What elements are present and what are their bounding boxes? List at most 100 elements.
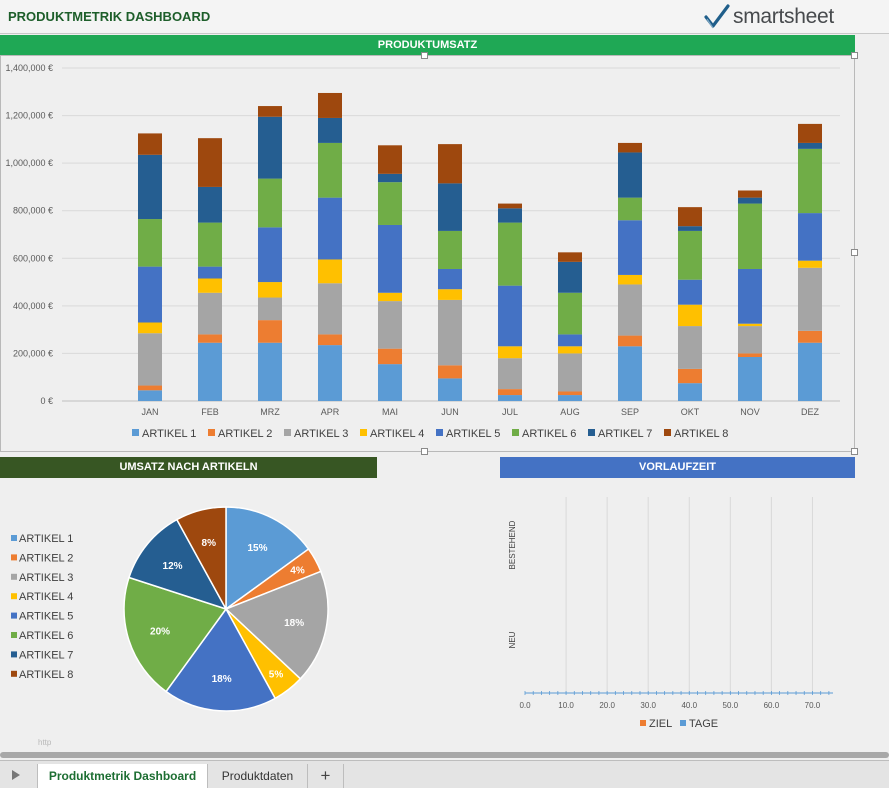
bar-segment[interactable]	[198, 342, 222, 401]
bar-segment[interactable]	[618, 220, 642, 275]
bar-segment[interactable]	[798, 342, 822, 401]
bar-segment[interactable]	[318, 92, 342, 118]
bar-segment[interactable]	[798, 148, 822, 214]
bar-segment[interactable]	[558, 261, 582, 293]
pie-slice[interactable]	[123, 576, 228, 693]
pie-slices[interactable]	[123, 506, 329, 712]
bar-segment[interactable]	[738, 268, 762, 324]
bar-segment[interactable]	[798, 142, 822, 149]
resize-handle-right[interactable]	[851, 249, 858, 256]
bar-segment[interactable]	[798, 330, 822, 343]
bar-segment[interactable]	[558, 334, 582, 347]
bar-segment[interactable]	[258, 342, 282, 401]
bar-segment[interactable]	[738, 203, 762, 269]
bar-segment[interactable]	[498, 208, 522, 223]
bar-segment[interactable]	[678, 279, 702, 305]
bar-segment[interactable]	[138, 333, 162, 386]
bar-segment[interactable]	[378, 182, 402, 225]
bar-segment[interactable]	[678, 383, 702, 401]
bar-segment[interactable]	[318, 117, 342, 143]
bar-segment[interactable]	[438, 268, 462, 290]
bar-segment[interactable]	[198, 334, 222, 343]
bar-segment[interactable]	[138, 154, 162, 220]
bar-segment[interactable]	[378, 364, 402, 401]
bar-segment[interactable]	[558, 346, 582, 354]
bar-segment[interactable]	[438, 183, 462, 231]
bar-segment[interactable]	[258, 106, 282, 117]
bar-segment[interactable]	[318, 142, 342, 198]
bar-segment[interactable]	[438, 378, 462, 401]
article-pie-chart[interactable]: ARTIKEL 1 ARTIKEL 2 ARTIKEL 3 ARTIKEL 4 ARTI…	[0, 490, 400, 750]
bar-segment[interactable]	[738, 356, 762, 401]
bar-series[interactable]	[138, 92, 822, 401]
bar-segment[interactable]	[618, 197, 642, 221]
bar-segment[interactable]	[558, 292, 582, 335]
resize-handle-top-right[interactable]	[851, 52, 858, 59]
bar-segment[interactable]	[498, 203, 522, 209]
bar-segment[interactable]	[738, 323, 762, 327]
bar-segment[interactable]	[738, 353, 762, 357]
bar-segment[interactable]	[498, 222, 522, 286]
bar-segment[interactable]	[318, 345, 342, 401]
bar-segment[interactable]	[498, 346, 522, 359]
bar-segment[interactable]	[318, 283, 342, 335]
resize-handle-bottom-right[interactable]	[851, 448, 858, 455]
bar-segment[interactable]	[618, 346, 642, 401]
bar-segment[interactable]	[258, 282, 282, 298]
bar-segment[interactable]	[558, 353, 582, 392]
bar-segment[interactable]	[258, 116, 282, 179]
bar-segment[interactable]	[258, 227, 282, 283]
bar-segment[interactable]	[138, 390, 162, 401]
bar-segment[interactable]	[678, 230, 702, 280]
bar-segment[interactable]	[258, 297, 282, 321]
pie-slice[interactable]	[128, 518, 228, 611]
bar-segment[interactable]	[138, 266, 162, 323]
bar-segment[interactable]	[618, 152, 642, 198]
bar-segment[interactable]	[138, 219, 162, 267]
bar-segment[interactable]	[378, 301, 402, 349]
bar-segment[interactable]	[198, 222, 222, 267]
resize-handle-bottom[interactable]	[421, 448, 428, 455]
pie-slice[interactable]	[164, 607, 277, 712]
bar-segment[interactable]	[438, 289, 462, 300]
bar-segment[interactable]	[438, 365, 462, 379]
tab-produktmetrik-dashboard[interactable]: Produktmetrik Dashboard	[37, 764, 208, 788]
revenue-bar-chart[interactable]: 0 € 200,000 € 400,000 € 600,000 € 800,000 € 1…	[0, 56, 855, 451]
bar-segment[interactable]	[498, 358, 522, 390]
bar-segment[interactable]	[738, 326, 762, 354]
bar-segment[interactable]	[678, 368, 702, 384]
bar-segment[interactable]	[438, 230, 462, 269]
bar-segment[interactable]	[798, 267, 822, 331]
bar-segment[interactable]	[798, 260, 822, 268]
bar-segment[interactable]	[378, 173, 402, 183]
bar-segment[interactable]	[318, 334, 342, 346]
bar-segment[interactable]	[198, 138, 222, 187]
bar-segment[interactable]	[558, 395, 582, 401]
bar-segment[interactable]	[138, 322, 162, 334]
bar-segment[interactable]	[678, 207, 702, 227]
bar-segment[interactable]	[558, 252, 582, 262]
bar-segment[interactable]	[798, 213, 822, 261]
bar-segment[interactable]	[138, 385, 162, 391]
bar-segment[interactable]	[198, 186, 222, 223]
bar-segment[interactable]	[498, 395, 522, 401]
bar-segment[interactable]	[198, 278, 222, 293]
bar-segment[interactable]	[378, 348, 402, 365]
bar-segment[interactable]	[618, 142, 642, 153]
bar-segment[interactable]	[198, 292, 222, 335]
bar-segment[interactable]	[738, 197, 762, 204]
add-sheet-button[interactable]: +	[308, 764, 344, 788]
resize-handle-top[interactable]	[421, 52, 428, 59]
bar-segment[interactable]	[378, 145, 402, 174]
pie-slice[interactable]	[175, 506, 227, 610]
lead-time-chart[interactable]: BESTEHEND NEU 0.0 10.0 20.0 30.0 40.0 50.0 60.0…	[495, 485, 855, 745]
pie-slice[interactable]	[225, 506, 310, 611]
tab-produktdaten[interactable]: Produktdaten	[208, 764, 308, 788]
bar-segment[interactable]	[258, 178, 282, 228]
bar-segment[interactable]	[138, 133, 162, 155]
bar-segment[interactable]	[798, 123, 822, 143]
bar-segment[interactable]	[738, 190, 762, 198]
bar-segment[interactable]	[618, 274, 642, 285]
bar-segment[interactable]	[558, 391, 582, 396]
play-icon[interactable]	[12, 770, 20, 780]
